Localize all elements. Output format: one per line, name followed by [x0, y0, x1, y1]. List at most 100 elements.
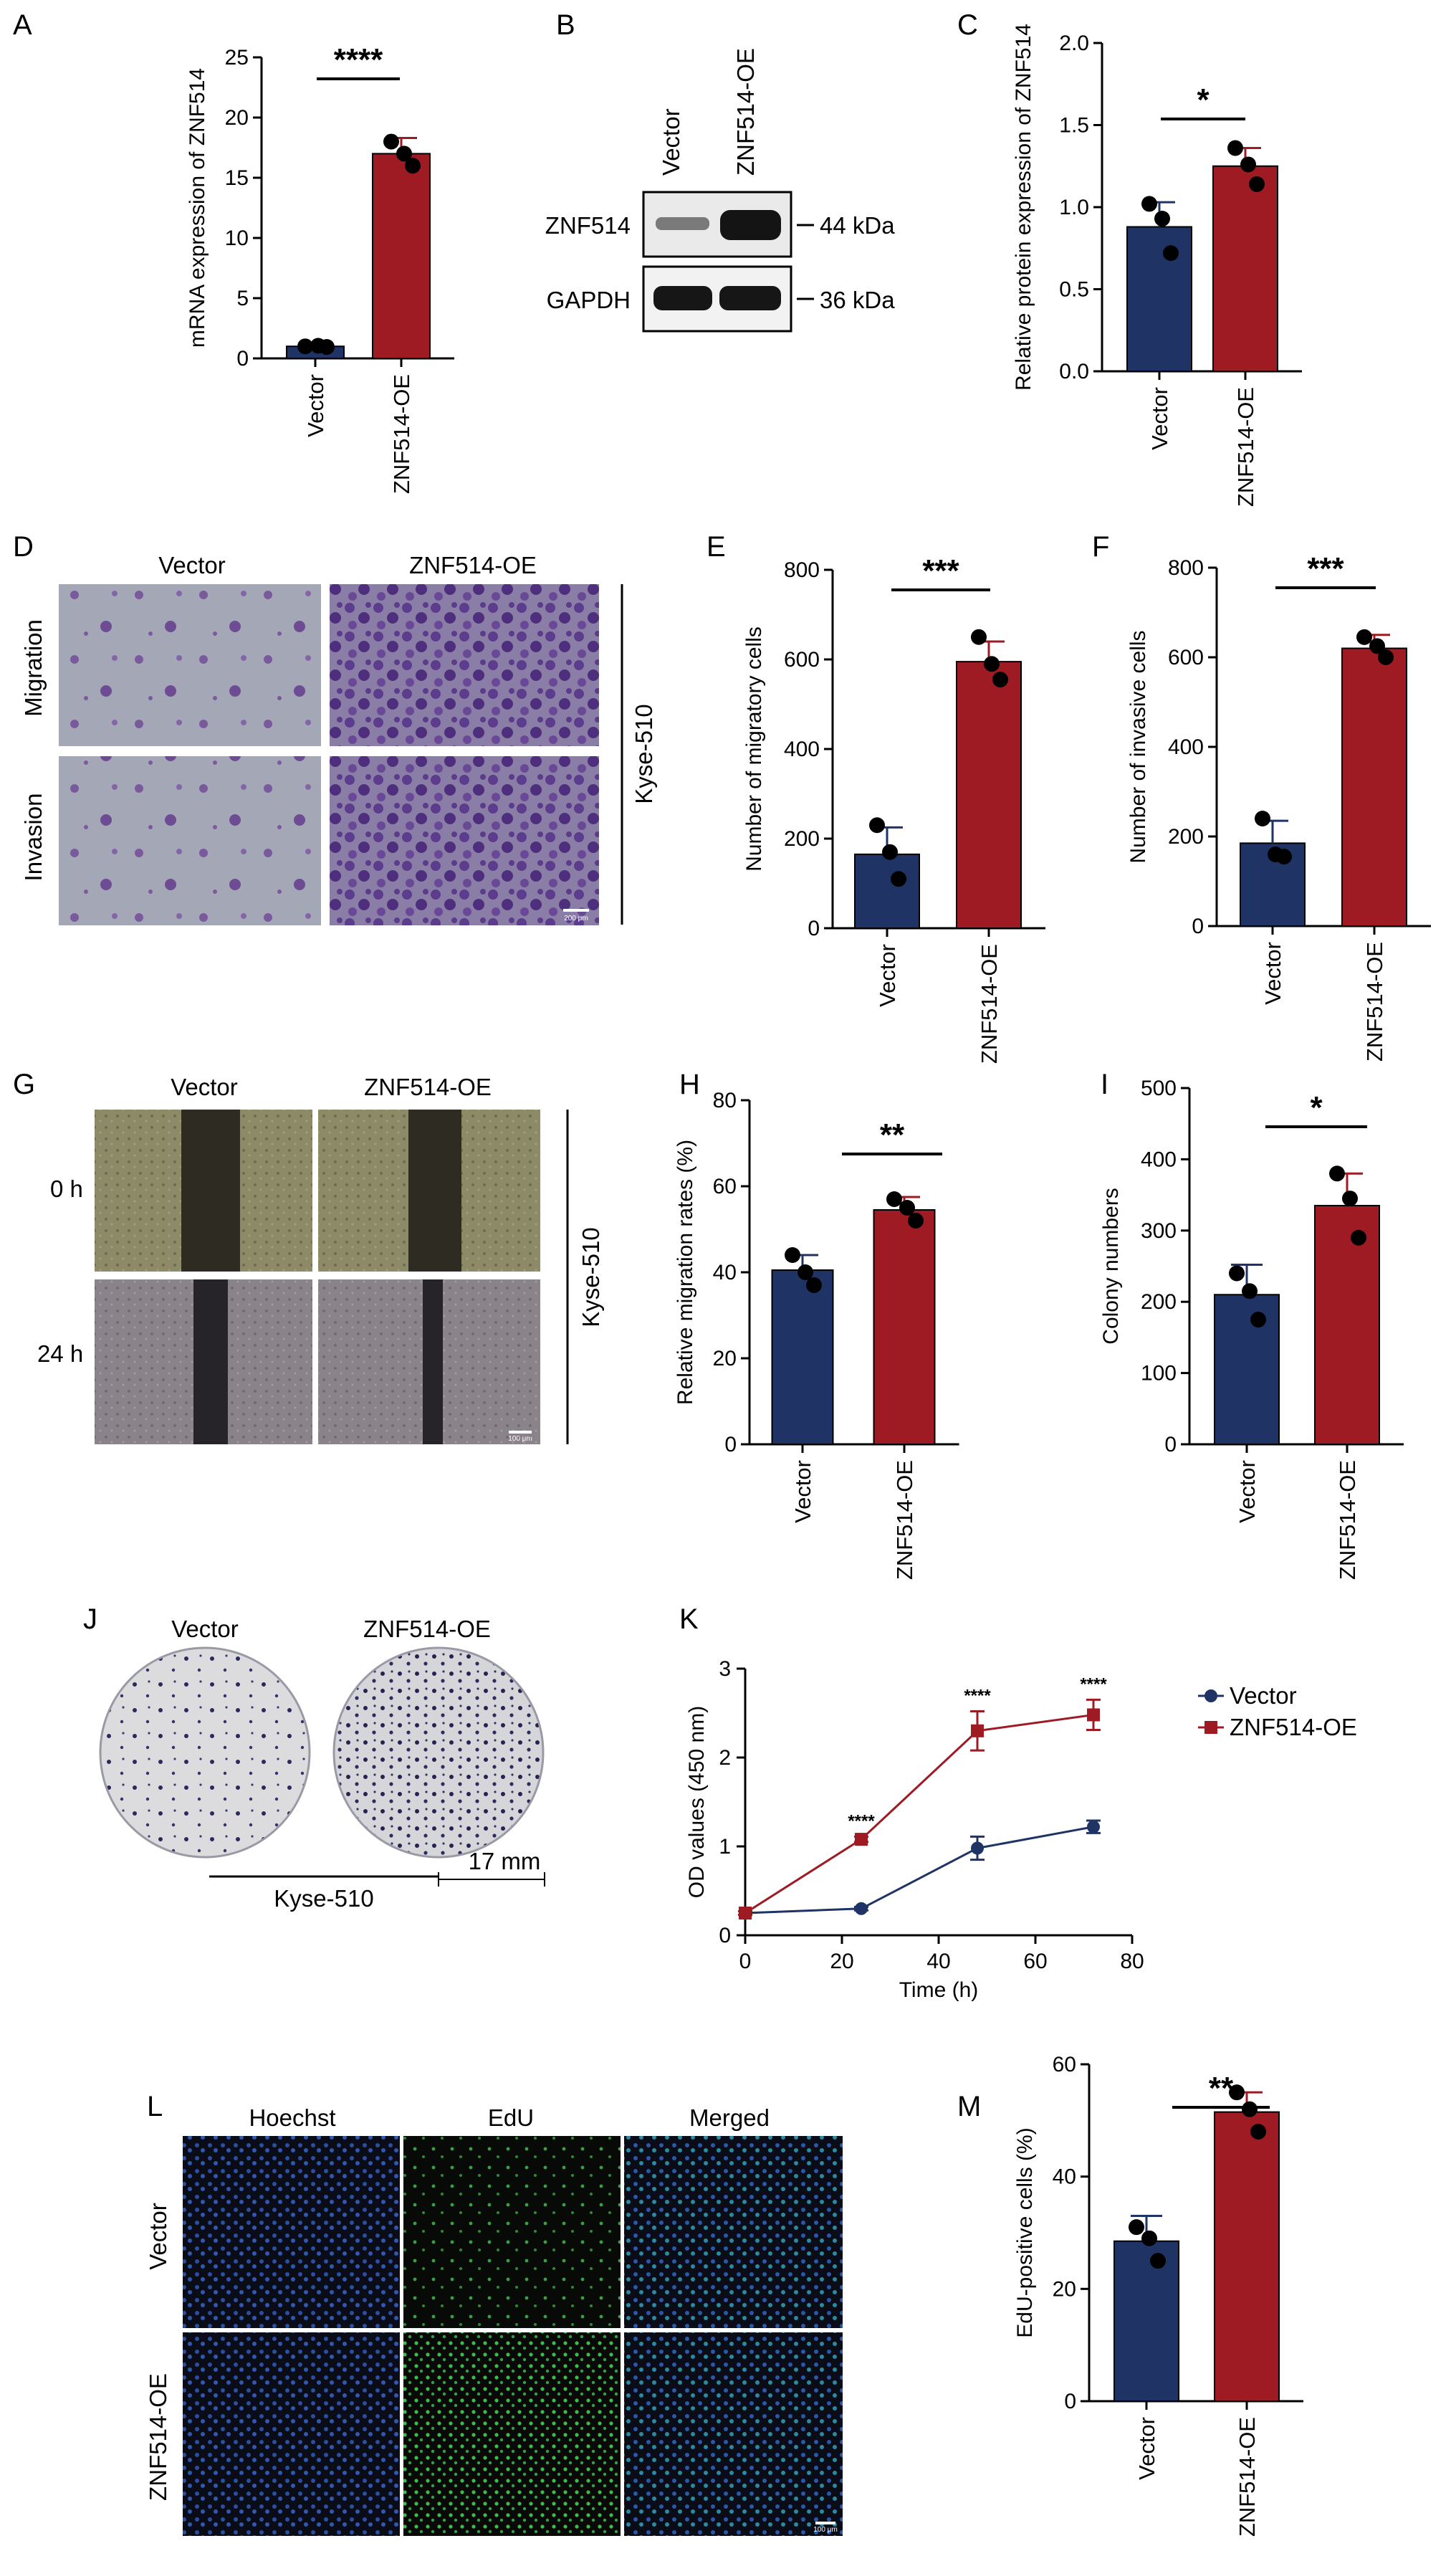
transwell-row-migration: Migration — [20, 619, 47, 717]
transwell-img-invasion-vector — [59, 756, 321, 925]
wound-panel: Vector ZNF514-OE 0 h 24 h 100 μm Kyse-51… — [37, 1074, 604, 1444]
chart-h-point-1-0 — [886, 1191, 902, 1207]
blot-band-oe-znf514 — [720, 210, 781, 240]
chart-k-xlabel: Time (h) — [899, 1978, 979, 2002]
chart-f-ytick-label: 0 — [1192, 915, 1204, 938]
blot-band-vector-znf514 — [656, 217, 709, 230]
chart-e-sig-label: *** — [922, 553, 959, 588]
chart-m-point-1-2 — [1250, 2124, 1266, 2140]
chart-a-xtick-label-1: ZNF514-OE — [389, 374, 414, 494]
chart-e-ytick-label: 800 — [784, 558, 820, 582]
blot-band-vector-gapdh — [653, 286, 712, 310]
chart-c-point-1-0 — [1227, 140, 1243, 156]
chart-h-point-1-1 — [899, 1200, 915, 1216]
chart-f-point-1-0 — [1356, 629, 1372, 645]
chart-f-point-1-1 — [1369, 638, 1385, 654]
panel-letter-i: I — [1101, 1069, 1108, 1100]
chart-a-ytick-label: 15 — [225, 166, 249, 190]
panel-letter-g: G — [13, 1069, 35, 1100]
chart-m-xtick-label-0: Vector — [1134, 2417, 1159, 2480]
chart-k-point-1-2 — [971, 1724, 984, 1737]
chart-a-ytick-label: 5 — [236, 287, 249, 310]
blot-marker-44: 44 kDa — [820, 212, 895, 239]
panel-letter-e: E — [707, 531, 726, 563]
chart-a-ytick-label: 0 — [236, 347, 249, 371]
colony-scale-label: 17 mm — [469, 1848, 541, 1874]
chart-e-point-1-1 — [984, 656, 1000, 672]
chart-c-sig-label: * — [1197, 82, 1210, 118]
chart-m-ytick-label: 0 — [1064, 2390, 1076, 2413]
blot-col-vector: Vector — [658, 108, 684, 176]
chart-f-ytick-label: 600 — [1168, 646, 1204, 669]
chart-f-ytick-label: 400 — [1168, 735, 1204, 759]
chart-k-legend-marker-0 — [1204, 1689, 1217, 1702]
edu-row-oe: ZNF514-OE — [145, 2373, 171, 2501]
chart-e-ytick-label: 200 — [784, 827, 820, 851]
blot-row-znf514: ZNF514 — [545, 212, 631, 239]
chart-f-ytick-label: 200 — [1168, 825, 1204, 849]
chart-m-bar-1 — [1214, 2111, 1280, 2402]
chart-e-xtick-label-1: ZNF514-OE — [977, 944, 1002, 1064]
chart-e-ytick-label: 400 — [784, 738, 820, 761]
chart-k-ytick-label: 3 — [719, 1657, 731, 1681]
edu-scale-label: 100 μm — [813, 2526, 838, 2534]
chart-k-legend-label-1: ZNF514-OE — [1230, 1714, 1357, 1740]
chart-i-ytick-label: 300 — [1141, 1219, 1177, 1243]
chart-c-ytick-label: 1.0 — [1059, 196, 1089, 219]
chart-i-sig-label: * — [1310, 1090, 1323, 1125]
panel-letter-k: K — [679, 1603, 699, 1635]
chart-c-ytick-label: 0.5 — [1059, 278, 1089, 302]
chart-f-invasive: 0 200 400 600 800 Number of invasive cells Vec… — [1126, 551, 1431, 1062]
chart-c-point-1-2 — [1249, 176, 1265, 192]
chart-k-ytick-label: 0 — [719, 1924, 731, 1947]
chart-i-xtick-label-1: ZNF514-OE — [1335, 1460, 1360, 1580]
transwell-img-migration-vector — [59, 584, 321, 746]
chart-k-xtick-label: 20 — [830, 1950, 853, 1973]
chart-h-sig-label: ** — [880, 1117, 905, 1153]
wound-scale-label: 100 μm — [508, 1435, 532, 1443]
chart-m-ytick-label: 40 — [1053, 2165, 1076, 2189]
edu-img-oe-edu — [403, 2332, 621, 2536]
chart-k-xtick-label: 60 — [1023, 1950, 1047, 1973]
wound-cell-line: Kyse-510 — [578, 1227, 604, 1327]
chart-m-point-1-0 — [1229, 2084, 1245, 2101]
chart-c-bar-1 — [1212, 165, 1278, 372]
chart-k-legend-label-0: Vector — [1230, 1682, 1297, 1709]
chart-k-ytick-label: 2 — [719, 1746, 731, 1770]
chart-i-point-1-0 — [1329, 1165, 1345, 1182]
edu-img-oe-merged — [624, 2332, 843, 2536]
chart-e-xtick-label-0: Vector — [875, 944, 900, 1007]
chart-i-ytick-label: 100 — [1141, 1362, 1177, 1386]
edu-col-edu: EdU — [488, 2104, 534, 2131]
chart-h-ytick-label: 0 — [724, 1433, 737, 1456]
chart-e-point-0-1 — [882, 844, 898, 860]
blot-band-oe-gapdh — [719, 286, 781, 310]
wound-gap-24h-oe — [423, 1279, 443, 1444]
panel-letter-j: J — [83, 1603, 97, 1635]
chart-a-point-1-2 — [405, 158, 421, 174]
transwell-img-invasion-oe — [330, 756, 599, 925]
chart-f-sig-label: *** — [1307, 551, 1344, 586]
chart-c-ylabel: Relative protein expression of ZNF514 — [1012, 24, 1035, 391]
chart-i-ytick-label: 200 — [1141, 1290, 1177, 1314]
chart-a-ytick-label: 25 — [225, 46, 249, 70]
edu-col-hoechst: Hoechst — [249, 2104, 335, 2131]
transwell-panel: Vector ZNF514-OE Migration Invasion 200 … — [20, 552, 657, 925]
chart-i-point-0-1 — [1242, 1283, 1258, 1300]
chart-h-point-0-1 — [798, 1264, 813, 1280]
chart-k-annotation-2: **** — [1080, 1674, 1107, 1694]
chart-c-ytick-label: 2.0 — [1059, 32, 1089, 55]
chart-m-ytick-label: 60 — [1053, 2053, 1076, 2076]
chart-a-bar-1 — [372, 153, 431, 359]
blot-col-oe: ZNF514-OE — [732, 48, 759, 176]
chart-m-ytick-label: 20 — [1053, 2277, 1076, 2301]
chart-e-migratory: 0 200 400 600 800 Number of migratory cells Ve… — [742, 553, 1045, 1064]
panel-letter-c: C — [957, 9, 978, 41]
blot-row-gapdh: GAPDH — [547, 287, 631, 313]
chart-m-bar-0 — [1113, 2240, 1179, 2402]
chart-i-ytick-label: 0 — [1164, 1433, 1177, 1456]
chart-i-point-0-2 — [1250, 1312, 1266, 1328]
chart-k-xtick-label: 40 — [926, 1950, 950, 1973]
chart-c-bar-0 — [1126, 226, 1192, 373]
chart-f-xtick-label-0: Vector — [1260, 942, 1285, 1005]
